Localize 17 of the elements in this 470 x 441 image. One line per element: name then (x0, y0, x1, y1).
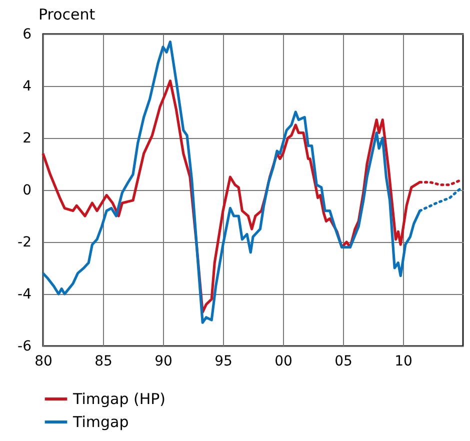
x-tick-label: 00 (274, 354, 292, 370)
legend-label: Timgap (HP) (72, 390, 166, 408)
y-tick-label: 4 (22, 78, 32, 94)
x-tick-label: 85 (94, 354, 112, 370)
y-tick-label: -6 (18, 338, 32, 354)
y-axis-title: Procent (38, 6, 96, 24)
legend-label: Timgap (72, 413, 129, 431)
x-tick-label: 10 (394, 354, 412, 370)
y-tick-label: 6 (22, 26, 32, 42)
y-tick-label: -2 (18, 234, 32, 250)
x-tick-label: 05 (334, 354, 352, 370)
y-tick-label: -4 (18, 286, 32, 302)
x-tick-label: 80 (34, 354, 52, 370)
x-tick-label: 90 (154, 354, 172, 370)
y-tick-label: 0 (22, 182, 32, 198)
x-tick-label: 95 (214, 354, 232, 370)
y-tick-label: 2 (22, 130, 32, 146)
